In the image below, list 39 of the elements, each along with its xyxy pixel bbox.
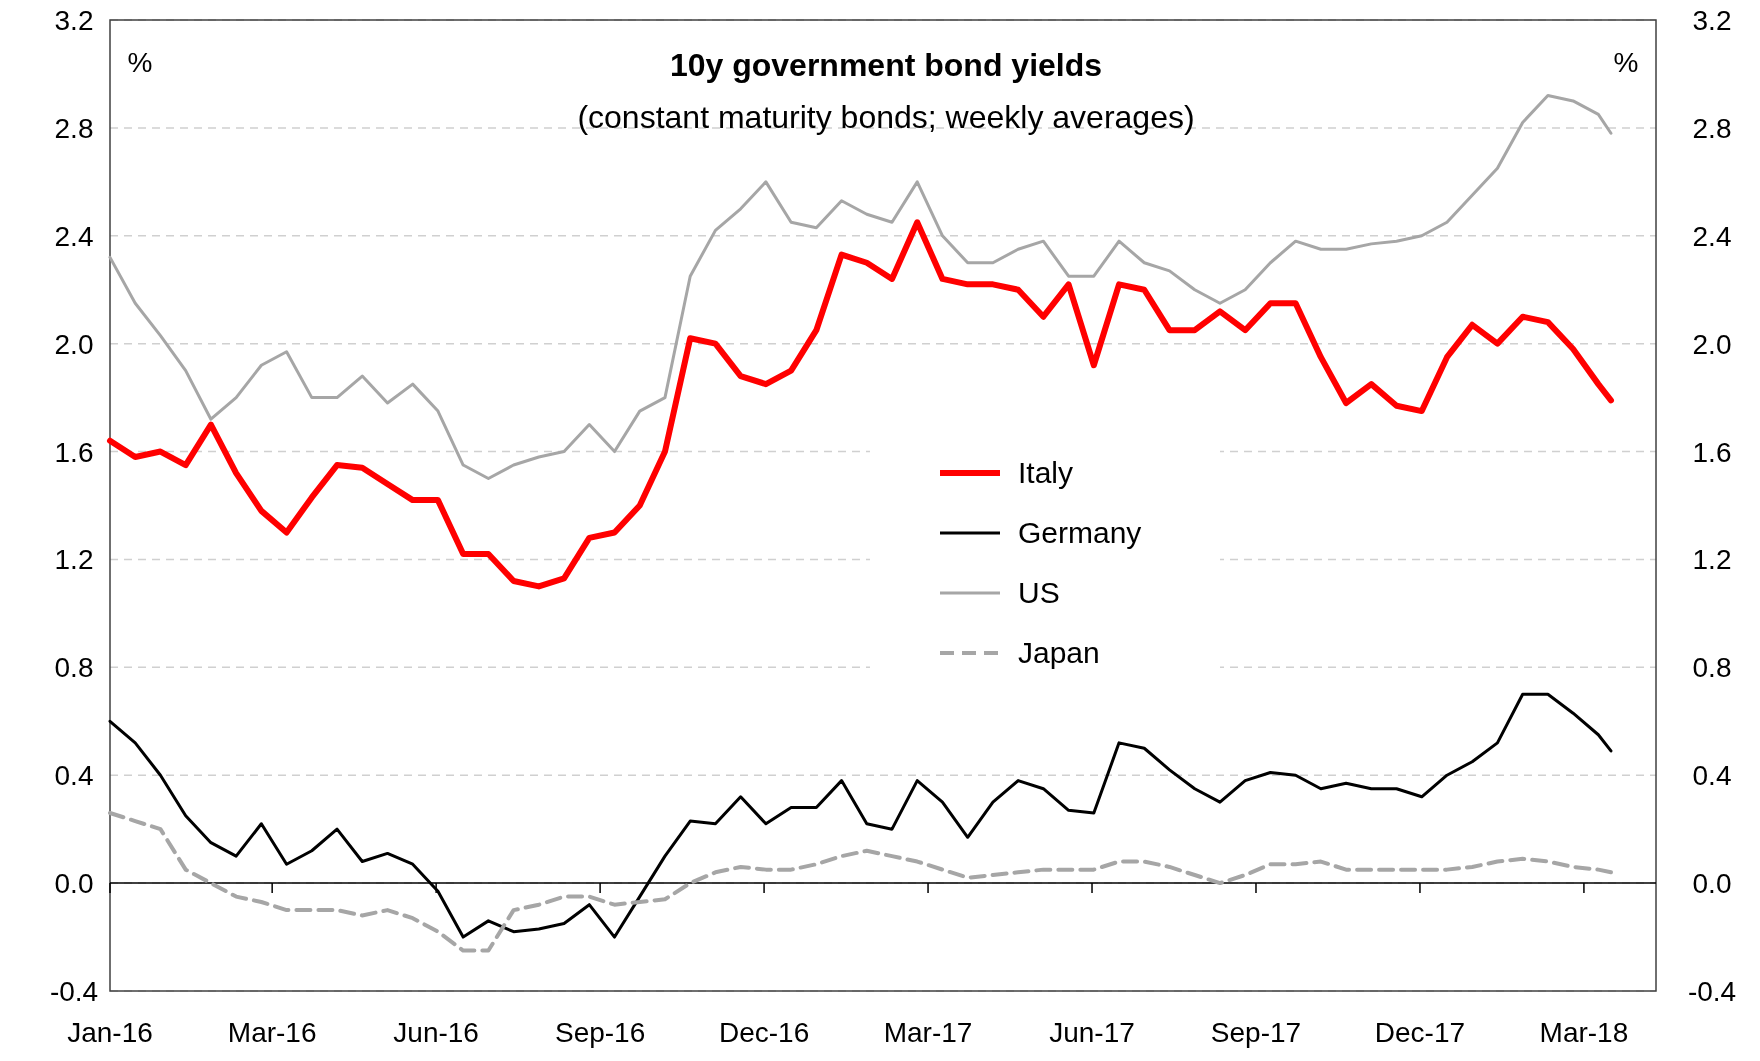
y2-tick-label: 2.0 bbox=[1692, 328, 1732, 360]
y2-tick-label: 1.6 bbox=[1692, 436, 1732, 468]
x-tick-label: Mar-18 bbox=[1539, 1017, 1629, 1048]
legend-label: Germany bbox=[1018, 516, 1142, 549]
y-tick-label: 1.6 bbox=[54, 436, 94, 468]
y2-tick-label: 1.2 bbox=[1692, 544, 1732, 576]
y-tick-label: 1.2 bbox=[54, 544, 94, 576]
legend-label: Italy bbox=[1018, 456, 1074, 489]
x-tick-label: Dec-17 bbox=[1374, 1017, 1466, 1048]
text: (constant maturity bonds; weekly averages) bbox=[577, 99, 1195, 135]
y-tick-label: 3.2 bbox=[54, 5, 94, 36]
text: 10y government bond yields bbox=[669, 47, 1103, 83]
y-tick-label: 2.0 bbox=[54, 328, 94, 360]
y-tick-label: 2.4 bbox=[54, 220, 94, 252]
x-tick-label: Mar-17 bbox=[883, 1017, 973, 1048]
y-tick-label: -0.4 bbox=[49, 976, 99, 1007]
y2-tick-label: 0.4 bbox=[1692, 760, 1732, 792]
x-tick-label: Sep-17 bbox=[1210, 1017, 1302, 1048]
x-tick-label: Sep-16 bbox=[554, 1017, 646, 1048]
y2-tick-label: 2.8 bbox=[1692, 112, 1732, 144]
y-tick-label: 2.8 bbox=[54, 112, 94, 144]
x-tick-label: Jan-16 bbox=[67, 1017, 153, 1048]
y-tick-label: 0.8 bbox=[54, 652, 94, 684]
x-tick-label: Jun-16 bbox=[393, 1017, 479, 1048]
y2-tick-label: 0.0 bbox=[1692, 868, 1732, 900]
y-axis-title: % bbox=[127, 47, 153, 78]
legend-label: US bbox=[1018, 576, 1060, 609]
x-tick-label: Mar-16 bbox=[227, 1017, 317, 1048]
y2-tick-label: 3.2 bbox=[1692, 5, 1732, 36]
legend-label: Japan bbox=[1018, 636, 1100, 669]
y2-tick-label: -0.4 bbox=[1687, 976, 1737, 1007]
line-series bbox=[108, 810, 1613, 953]
y2-tick-label: 2.4 bbox=[1692, 220, 1732, 252]
y-tick-label: 0.4 bbox=[54, 760, 94, 792]
y2-axis-title: % bbox=[1613, 47, 1639, 78]
y2-tick-label: 0.8 bbox=[1692, 652, 1732, 684]
y-tick-label: 0.0 bbox=[54, 868, 94, 900]
x-tick-label: Jun-17 bbox=[1049, 1017, 1135, 1048]
x-tick-label: Dec-16 bbox=[718, 1017, 810, 1048]
